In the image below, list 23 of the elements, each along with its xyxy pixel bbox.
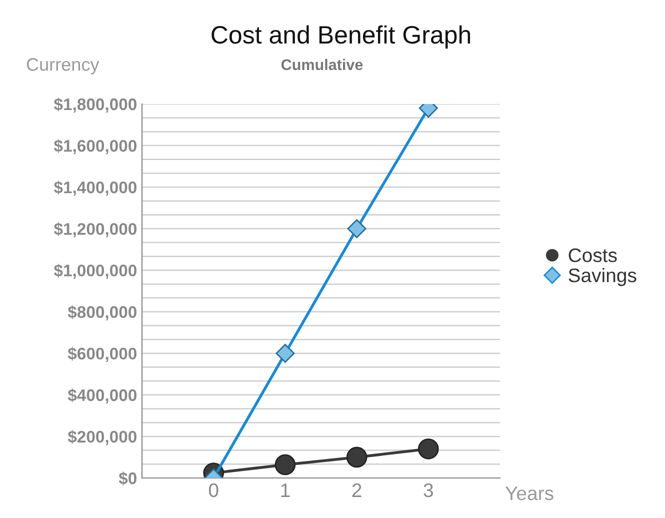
y-tick-label: $1,600,000 — [54, 139, 136, 154]
y-tick-label: $0 — [118, 472, 136, 486]
point — [418, 438, 439, 460]
y-tick-label: $1,000,000 — [54, 264, 136, 279]
legend-label: Savings — [568, 268, 636, 286]
x-tick-label: 2 — [352, 483, 362, 497]
x-axis-title: Years — [505, 486, 554, 500]
point — [274, 454, 296, 476]
x-tick-label: 0 — [208, 483, 218, 498]
x-tick-label: 3 — [424, 483, 433, 498]
y-tick-label: $200,000 — [68, 430, 136, 446]
y-tick-label: $800,000 — [68, 305, 136, 320]
y-tick-label: $1,200,000 — [54, 222, 136, 238]
x-tick-label: 1 — [281, 484, 290, 497]
legend-label: Costs — [568, 248, 617, 262]
y-tick-label: $600,000 — [68, 347, 136, 362]
y-tick-label: $400,000 — [68, 388, 136, 404]
y-tick-label: $1,400,000 — [54, 180, 136, 196]
chart-subtitle: Cumulative — [281, 58, 363, 70]
chart-title: Cost and Benefit Graph — [212, 25, 470, 49]
point — [346, 446, 368, 468]
y-tick-label: $1,800,000 — [54, 98, 136, 113]
y-axis-title: Currency — [26, 58, 100, 74]
